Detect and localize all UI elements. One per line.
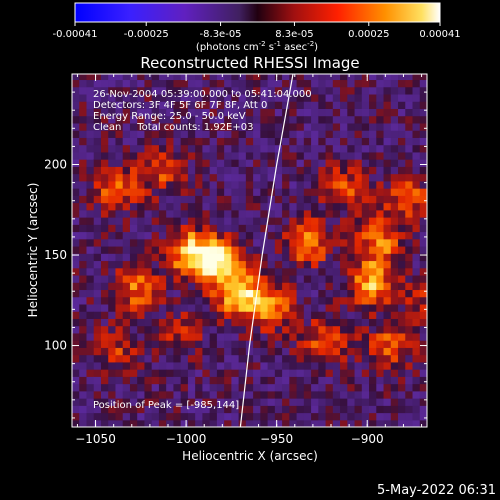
- plot-frame: [71, 73, 428, 428]
- x-tick-label: −900: [351, 432, 384, 446]
- chart-title: Reconstructed RHESSI Image: [140, 54, 359, 72]
- y-tick-label: 150: [44, 248, 67, 262]
- y-tick-label: 100: [44, 339, 67, 353]
- y-axis-label: Heliocentric Y (arcsec): [26, 183, 40, 318]
- colorbar-tick-label: -0.00025: [124, 29, 169, 40]
- footer-date: 5-May-2022 06:31: [377, 483, 496, 498]
- solar-limb-line: [239, 74, 294, 427]
- annotation-detectors: Detectors: 3F 4F 5F 6F 7F 8F, Att 0: [93, 100, 267, 111]
- annotation-energy: Energy Range: 25.0 - 50.0 keV: [93, 111, 246, 122]
- colorbar-tick-label: 8.3e-05: [275, 29, 313, 40]
- x-tick-label: −1000: [166, 432, 207, 446]
- annotation-counts: Clean Total counts: 1.92E+03: [93, 122, 253, 133]
- colorbar-ticks: -0.00041 -0.00025 -8.3e-05 8.3e-05 0.00025 0.…: [53, 22, 461, 40]
- colorbar-tick-label: 0.00025: [348, 29, 389, 40]
- annotation-time: 26-Nov-2004 05:39:00.000 to 05:41:04.000: [93, 89, 312, 100]
- x-axis-label: Heliocentric X (arcsec): [182, 449, 318, 463]
- x-tick-label: −950: [260, 432, 293, 446]
- colorbar-tick-label: -0.00041: [53, 29, 98, 40]
- peak-position-label: Position of Peak = [-985,144]: [93, 400, 239, 411]
- colorbar-unit-label: (photons cm-2 s-1 asec-2): [196, 40, 318, 53]
- heatmap-cells: [72, 74, 427, 427]
- y-tick-label: 200: [44, 158, 67, 172]
- colorbar: [74, 2, 441, 23]
- colorbar-tick-label: -8.3e-05: [200, 29, 242, 40]
- x-tick-label: −1050: [75, 432, 116, 446]
- colorbar-tick-label: 0.00041: [419, 29, 460, 40]
- axis-ticks: −1050 −1000 −950 −900 100 150 200: [44, 73, 427, 446]
